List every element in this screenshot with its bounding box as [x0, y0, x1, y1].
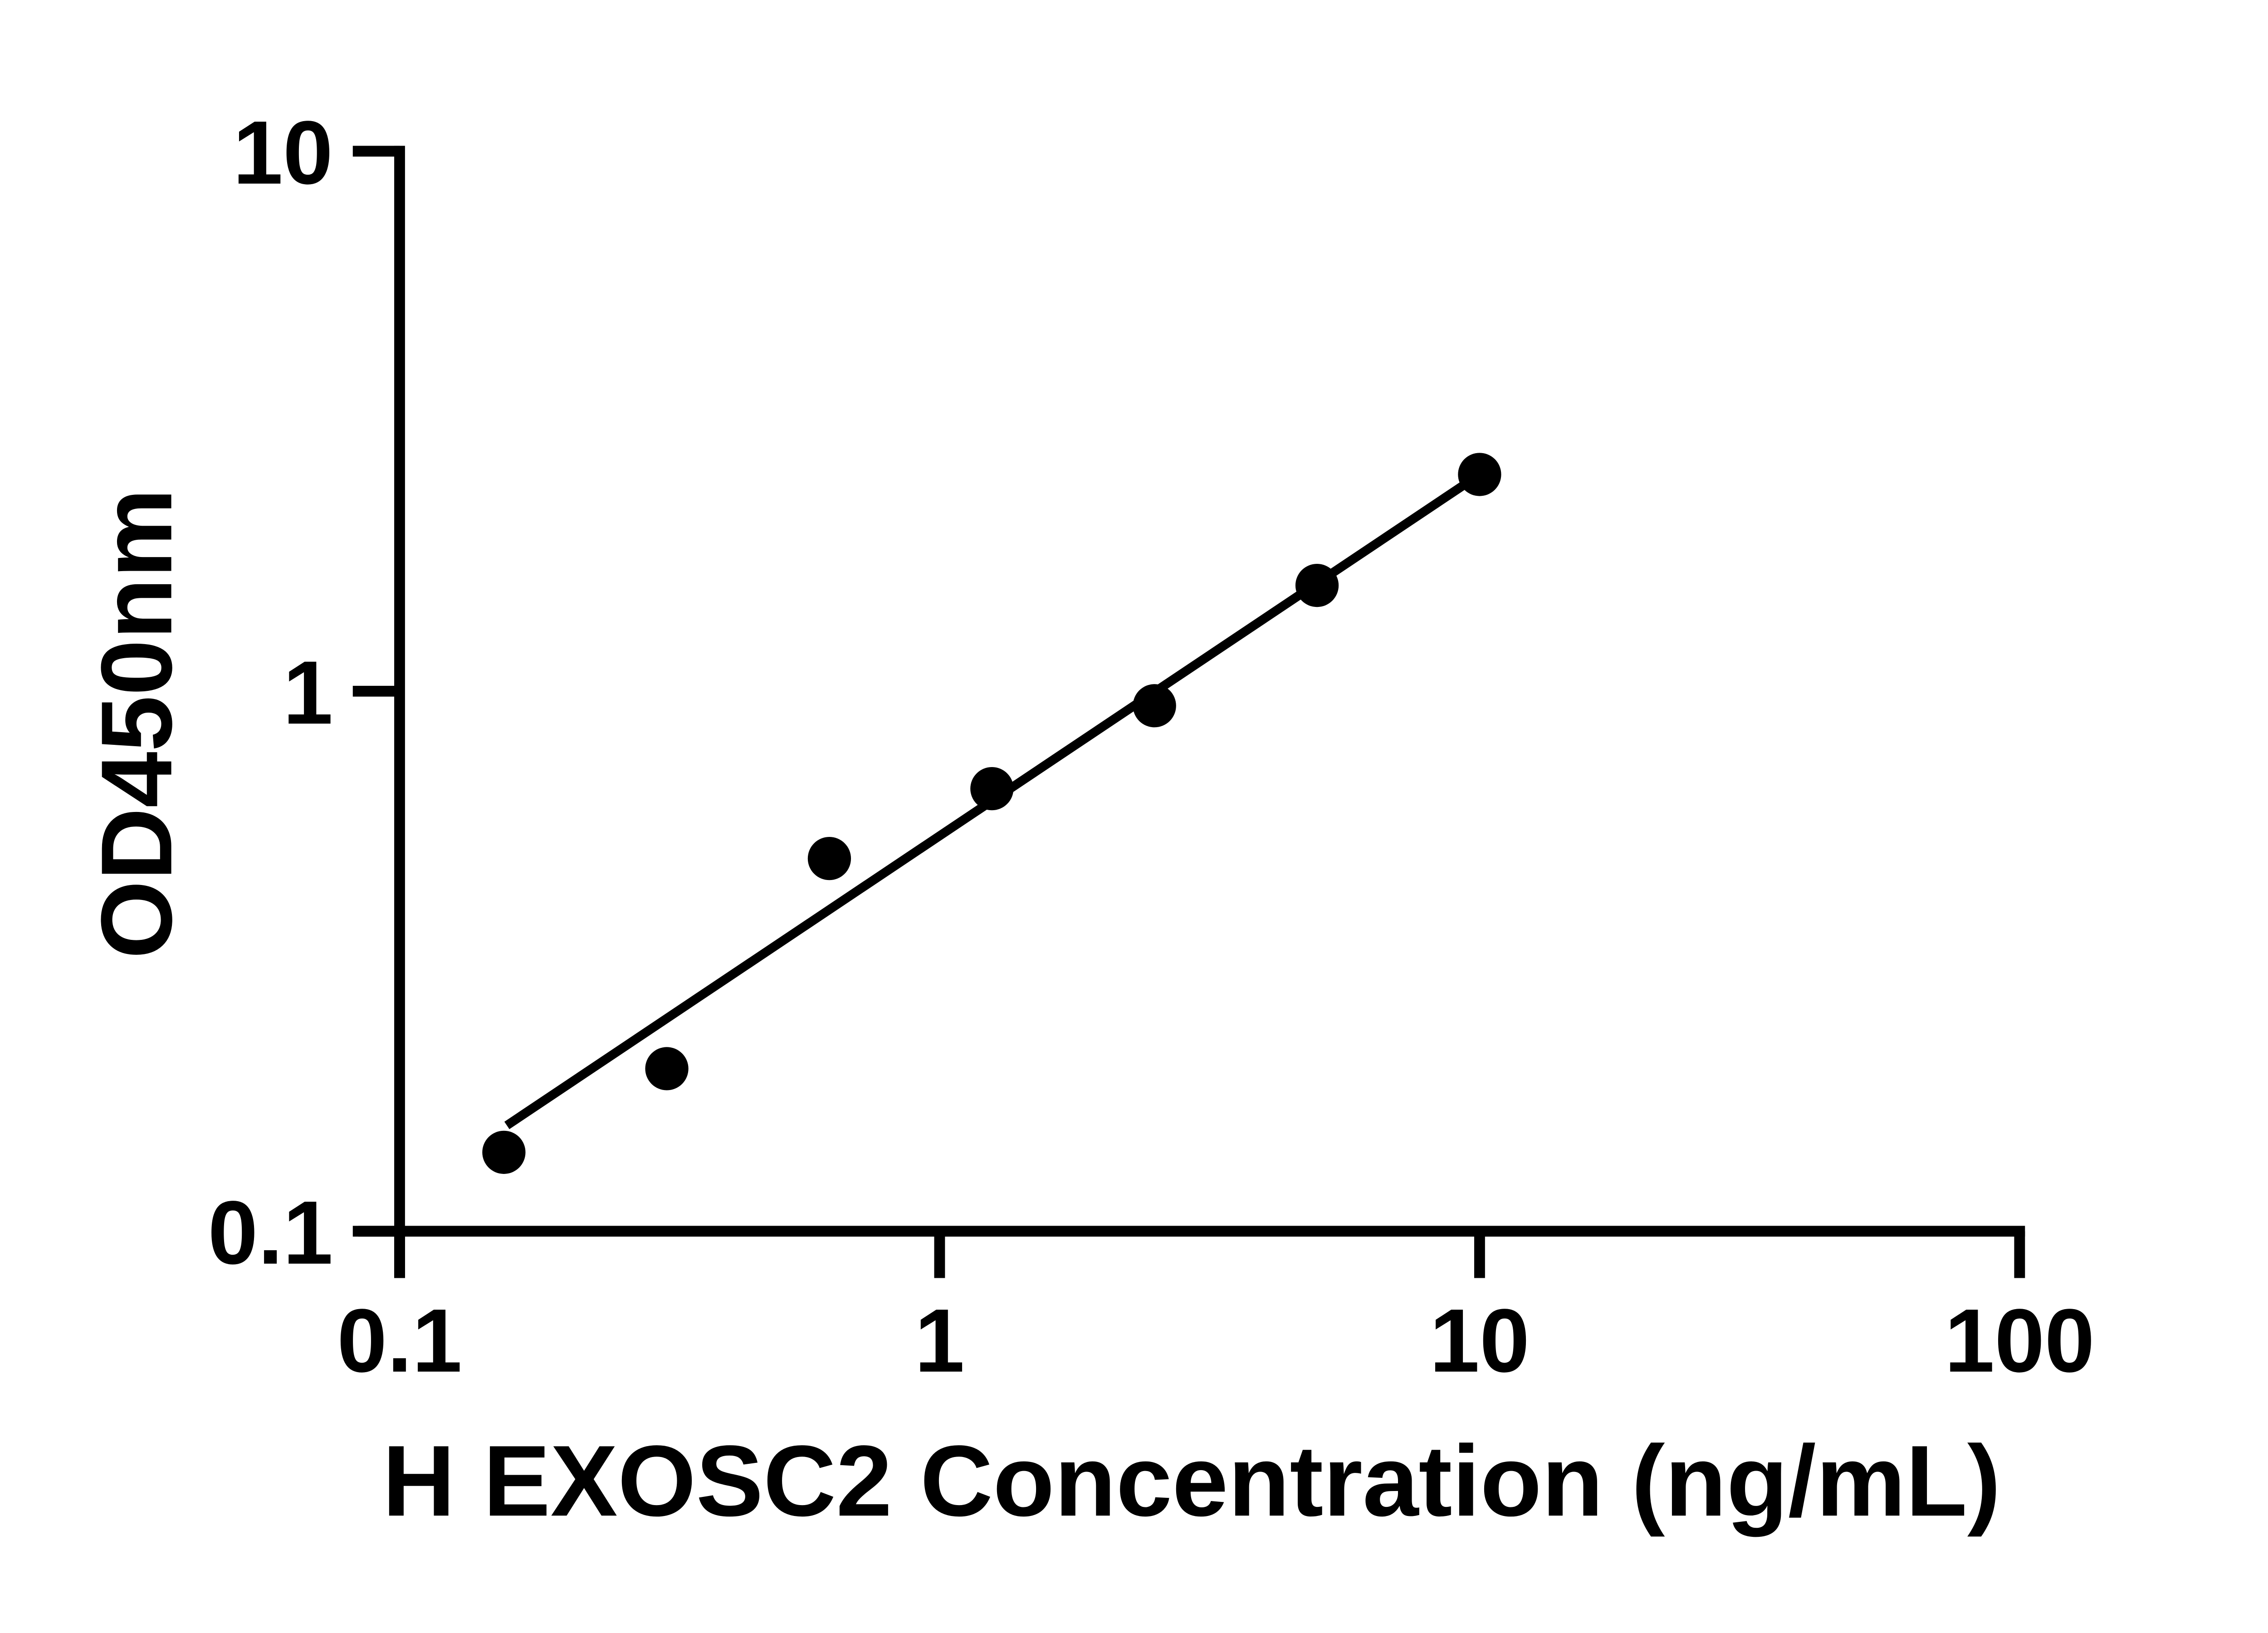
- data-point: [970, 767, 1014, 811]
- y-tick-label: 10: [233, 103, 333, 203]
- x-axis-line: [358, 1226, 2025, 1237]
- x-tick: [394, 1231, 405, 1278]
- x-tick-label: 1: [914, 1291, 964, 1391]
- y-axis-line: [394, 146, 405, 1278]
- x-tick: [2014, 1231, 2025, 1278]
- y-tick: [352, 685, 400, 697]
- plot-area: 0.1 1 10 100 10 1 0.1: [208, 103, 2095, 1391]
- data-point: [1133, 684, 1176, 728]
- y-tick-label: 1: [283, 642, 333, 743]
- data-point: [807, 837, 851, 880]
- x-tick: [934, 1231, 945, 1278]
- x-tick: [1474, 1231, 1485, 1278]
- y-tick-label: 0.1: [208, 1183, 333, 1283]
- x-tick-label: 100: [1945, 1291, 2095, 1391]
- y-tick: [352, 1226, 400, 1237]
- x-tick-label: 10: [1430, 1291, 1530, 1391]
- x-axis-title: H EXOSC2 Concentration (ng/mL): [382, 1425, 2001, 1537]
- data-point: [645, 1047, 689, 1090]
- data-point: [1295, 563, 1339, 607]
- y-axis-title: OD450nm: [81, 489, 193, 959]
- data-point: [1458, 453, 1501, 496]
- x-tick-label: 0.1: [337, 1291, 462, 1391]
- data-point: [482, 1130, 526, 1174]
- y-tick: [352, 146, 400, 157]
